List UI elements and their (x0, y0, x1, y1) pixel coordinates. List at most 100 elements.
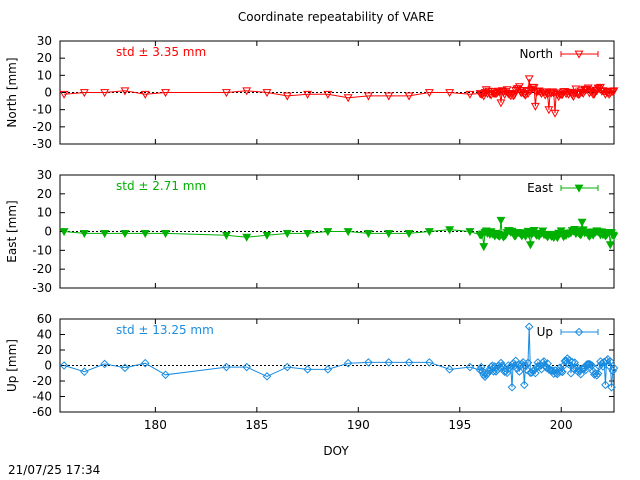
y-tick-label-up: 60 (37, 312, 52, 326)
data-point-north (530, 102, 540, 111)
data-point-up (548, 366, 557, 375)
data-point-up (80, 367, 89, 377)
data-point-up (569, 364, 578, 373)
data-point-up (59, 361, 69, 370)
data-point-east (262, 231, 272, 240)
std-annotation-east: std ± 2.71 mm (116, 179, 206, 193)
data-point-up (599, 357, 609, 367)
y-axis-label-up: Up [mm] (5, 339, 19, 392)
data-point-north (404, 92, 414, 101)
y-tick-label-up: -40 (32, 390, 52, 404)
panel-north: -30 -20 -10 0 10 20 30 North [mm] std ± 3.35 mm N… (5, 34, 619, 151)
legend-marker-up (574, 327, 584, 337)
data-point-up (303, 365, 312, 374)
y-tick-label-north: -10 (32, 103, 52, 117)
data-point-up (282, 362, 292, 372)
data-point-east (364, 230, 373, 239)
data-point-north (475, 90, 485, 99)
data-point-north (608, 88, 618, 97)
data-point-north (572, 90, 582, 99)
y-tick-label-north: 0 (44, 86, 52, 100)
data-point-up (594, 362, 604, 371)
data-point-east (525, 241, 535, 250)
data-point-east (323, 228, 333, 237)
data-point-up (425, 358, 434, 367)
data-point-up (323, 365, 333, 374)
data-point-up (465, 362, 475, 372)
data-point-east (161, 230, 170, 239)
data-point-up (508, 358, 518, 368)
data-point-east (445, 226, 455, 235)
data-point-up (140, 358, 150, 368)
y-axis-label-north: North [mm] (5, 57, 19, 127)
y-tick-label-up: 40 (37, 328, 52, 342)
chart-title: Coordinate repeatability of VARE (238, 10, 434, 24)
data-point-east (282, 230, 292, 239)
x-tick-label: 200 (550, 418, 573, 432)
y-tick-label-east: 20 (37, 187, 52, 201)
data-point-east (424, 228, 434, 237)
data-point-up (364, 358, 373, 367)
data-point-north (565, 88, 575, 97)
data-point-up (445, 365, 454, 374)
data-point-north (161, 89, 170, 98)
std-annotation-north: std ± 3.35 mm (116, 45, 206, 59)
y-tick-label-up: -20 (32, 374, 52, 388)
data-point-up (519, 380, 529, 390)
data-point-north (59, 90, 69, 99)
data-point-up (547, 366, 556, 375)
data-point-north (282, 92, 292, 101)
data-point-up (120, 363, 130, 373)
y-tick-label-up: 0 (44, 359, 52, 373)
data-point-north (221, 89, 231, 98)
y-tick-label-up: -60 (32, 405, 52, 419)
data-point-up (262, 372, 272, 381)
data-point-up (593, 369, 603, 378)
x-tick-label: 185 (245, 418, 268, 432)
legend-marker-east (574, 184, 584, 193)
data-point-east (343, 228, 353, 237)
data-point-up (507, 382, 517, 392)
data-point-up (523, 358, 533, 368)
legend-label-east: East (527, 181, 553, 195)
data-point-east (609, 232, 619, 241)
data-point-up (492, 365, 502, 375)
data-point-north (343, 94, 353, 103)
y-tick-label-east: 0 (44, 225, 52, 239)
data-point-east (465, 228, 475, 237)
data-point-north (544, 106, 554, 115)
legend-marker-north (574, 50, 584, 59)
data-point-up (100, 359, 109, 369)
data-point-north (100, 89, 110, 98)
data-point-east (100, 230, 110, 239)
data-point-north (424, 89, 434, 98)
footer-timestamp: 21/07/25 17:34 (8, 463, 100, 477)
data-point-up (222, 362, 231, 372)
data-point-north (323, 90, 333, 99)
y-tick-label-east: 30 (37, 168, 52, 182)
data-point-up (476, 362, 486, 372)
data-point-up (576, 369, 586, 379)
data-point-east (404, 230, 414, 239)
data-point-north (120, 87, 130, 96)
x-tick-label: 180 (144, 418, 167, 432)
panels-group: -30 -20 -10 0 10 20 30 North [mm] std ± 3.35 mm N… (5, 34, 619, 432)
x-tick-label: 190 (347, 418, 370, 432)
data-point-east (303, 230, 313, 239)
std-annotation-up: std ± 13.25 mm (116, 323, 214, 337)
data-point-up (607, 382, 616, 392)
data-point-north (465, 90, 475, 99)
y-tick-label-north: -20 (32, 120, 52, 134)
data-point-east (221, 231, 231, 240)
y-tick-label-north: 30 (37, 34, 52, 48)
data-point-east (59, 228, 69, 237)
data-point-north (577, 88, 587, 97)
data-point-up (531, 368, 540, 378)
data-point-north (496, 99, 506, 108)
data-point-up (558, 367, 567, 377)
data-point-up (572, 362, 582, 372)
panel-east: -30 -20 -10 0 10 20 30 East [mm] std ± 2.71 mm Ea… (5, 168, 619, 295)
data-point-east (120, 230, 130, 239)
